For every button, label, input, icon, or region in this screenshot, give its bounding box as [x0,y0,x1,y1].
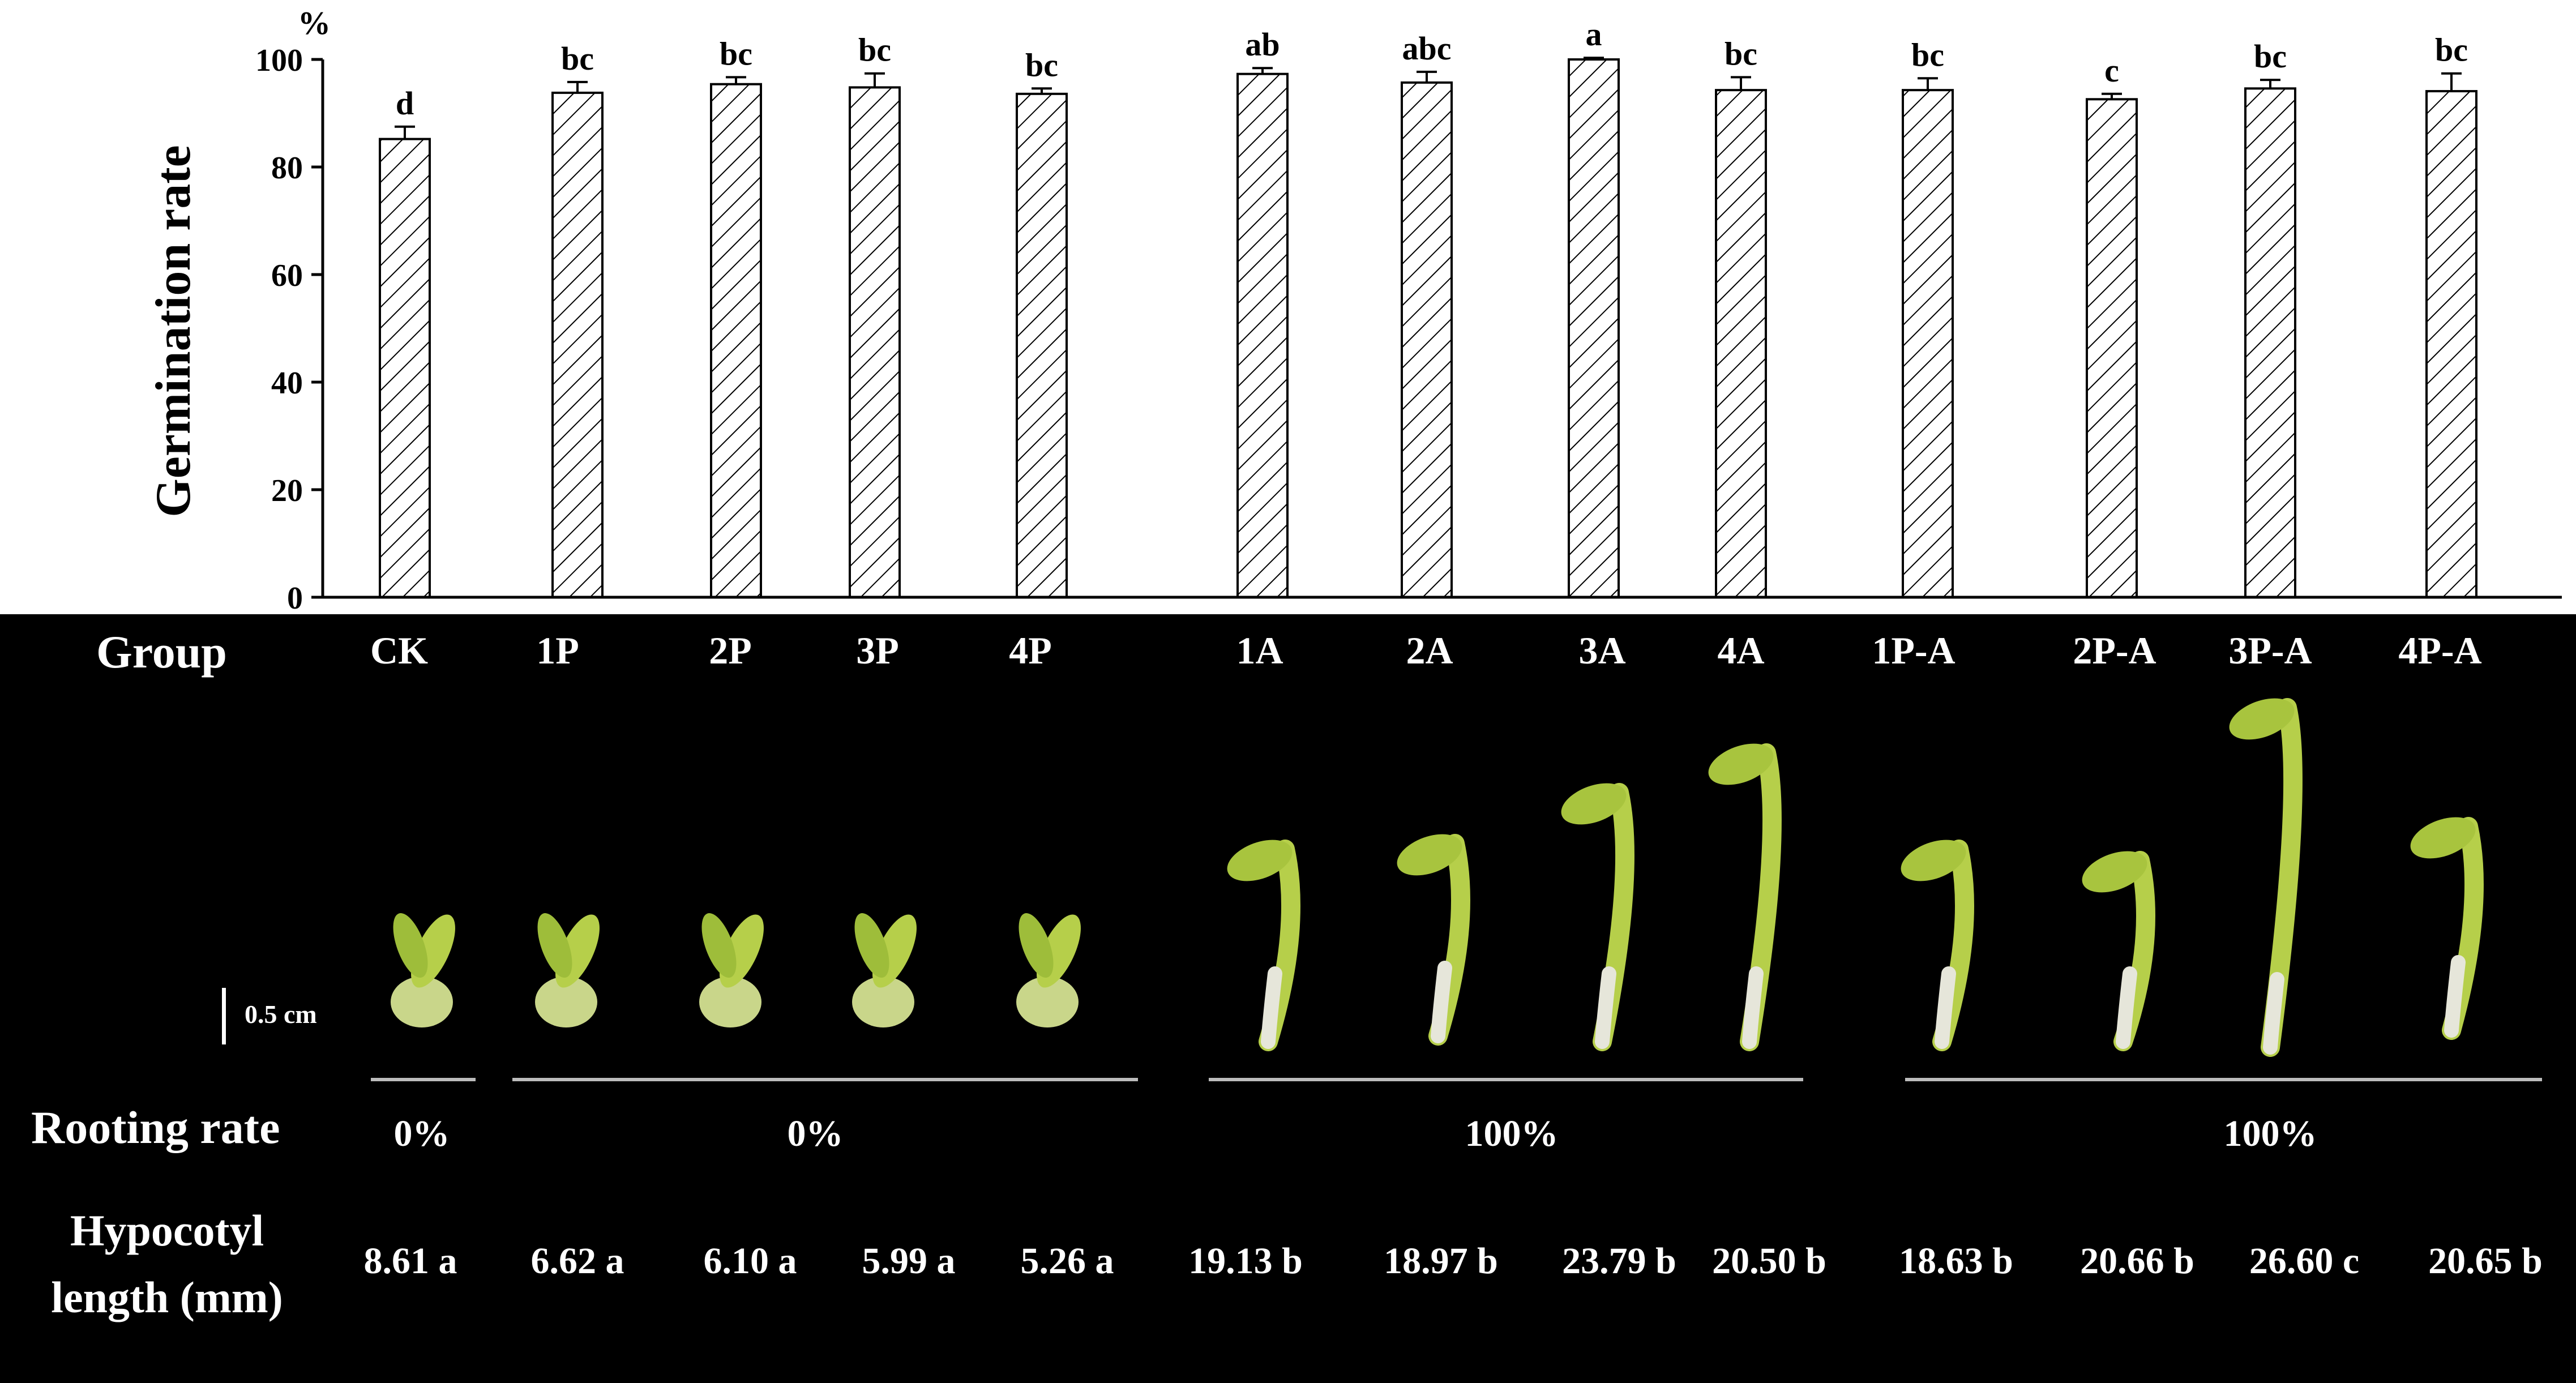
bar-1a [1236,72,1289,598]
group-label-4p-a: 4P-A [2398,629,2482,672]
seedling-short [535,913,600,1027]
divider-p [512,1078,1138,1081]
group-label-1a: 1A [1236,629,1283,672]
significance-letter: a [1586,16,1602,53]
divider-a [1209,1078,1803,1081]
bar-2a [1401,81,1453,599]
seedling-long [2410,817,2484,1040]
hypocotyl-length-2p: 6.10 a [703,1240,797,1282]
significance-letter: d [396,85,414,122]
y-axis-title: Germination rate [146,145,201,517]
hypocotyl-length-4p: 5.26 a [1020,1240,1114,1282]
y-tick-label: 100 [255,43,303,78]
significance-letter: bc [1725,35,1757,72]
group-label-3a: 3A [1578,629,1626,672]
scale-bar [222,988,226,1044]
seedling-short [391,913,455,1027]
group-label-3p: 3P [856,629,899,672]
rooting-rate-ck: 0% [393,1113,450,1154]
seedling-long [1397,834,1470,1046]
hypocotyl-length-3p: 5.99 a [862,1240,956,1282]
scale-bar-label: 0.5 cm [245,1000,317,1029]
group-label-2p-a: 2P-A [2073,629,2156,672]
y-tick-label: 60 [271,258,303,293]
seedling-long [1561,783,1634,1051]
seedling-long [1227,840,1300,1051]
hypocotyl-length-4p-a: 20.65 b [2428,1240,2543,1282]
group-label-1p: 1P [536,629,579,672]
group-row-label: Group [96,626,227,678]
group-label-2p: 2P [709,629,752,672]
bar-ck [379,138,431,599]
significance-letter: bc [720,35,752,72]
significance-letter: bc [561,40,594,77]
hypocotyl-length-label: Hypocotyl length (mm) [48,1197,286,1331]
seedling-short [852,913,917,1027]
y-tick-label: 0 [287,581,303,614]
seedling-short [1016,913,1081,1027]
bar-3p [849,86,901,598]
bar-2p-a [2086,98,2138,599]
y-tick-label: 40 [271,366,303,401]
seedling-long [1708,743,1782,1051]
significance-letter: bc [2435,32,2468,68]
hypocotyl-length-3a: 23.79 b [1562,1240,1676,1282]
hypocotyl-length-2p-a: 20.66 b [2080,1240,2194,1282]
bar-4a [1715,89,1767,598]
y-tick-label: 20 [271,473,303,508]
seedling-long [2082,851,2155,1051]
rooting-rate-label: Rooting rate [31,1102,280,1153]
y-tick-label: 80 [271,151,303,186]
bar-1p-a [1902,89,1954,598]
significance-letter: ab [1245,26,1280,63]
chart-svg: % Germination rate 0 20 40 60 80 100 d bc bc bc b… [146,5,2562,614]
bar-3p-a [2244,87,2296,599]
bar-4p [1016,92,1068,599]
bar-4p-a [2425,90,2477,599]
significance-letter: abc [1402,30,1452,67]
significance-letter: bc [2254,38,2287,75]
seedling-short [699,913,764,1027]
hypocotyl-label-line2: length (mm) [51,1273,283,1322]
significance-letter: bc [1911,36,1944,73]
hypocotyl-length-1a: 19.13 b [1188,1240,1303,1282]
hypocotyl-length-3p-a: 26.60 c [2249,1240,2360,1282]
rooting-rate-pa: 100% [2223,1113,2317,1154]
y-unit: % [298,5,331,41]
significance-letter: c [2104,52,2119,89]
hypocotyl-length-1p-a: 18.63 b [1899,1240,2013,1282]
significance-letter: bc [1025,46,1058,83]
bar-1p [551,91,604,598]
group-label-3p-a: 3P-A [2228,629,2312,672]
bar-2p [710,83,762,598]
divider-ck [371,1078,476,1081]
rooting-rate-a: 100% [1465,1113,1559,1154]
rooting-rate-p: 0% [787,1113,844,1154]
group-label-4a: 4A [1717,629,1765,672]
hypocotyl-length-2a: 18.97 b [1384,1240,1498,1282]
seedling-images [391,698,2484,1057]
hypocotyl-label-line1: Hypocotyl [70,1206,264,1255]
seedling-long [1901,840,1974,1051]
divider-pa [1905,1078,2542,1081]
group-label-1p-a: 1P-A [1872,629,1955,672]
group-label-ck: CK [370,629,428,672]
group-label-4p: 4P [1009,629,1052,672]
hypocotyl-length-4a: 20.50 b [1712,1240,1826,1282]
hypocotyl-length-1p: 6.62 a [530,1240,624,1282]
seedling-long [2229,698,2303,1057]
significance-letter: bc [858,32,891,68]
bar-3a [1568,58,1620,598]
hypocotyl-length-ck: 8.61 a [363,1240,457,1282]
germination-chart: % Germination rate 0 20 40 60 80 100 d bc bc bc b… [0,0,2576,614]
group-label-2a: 2A [1406,629,1453,672]
